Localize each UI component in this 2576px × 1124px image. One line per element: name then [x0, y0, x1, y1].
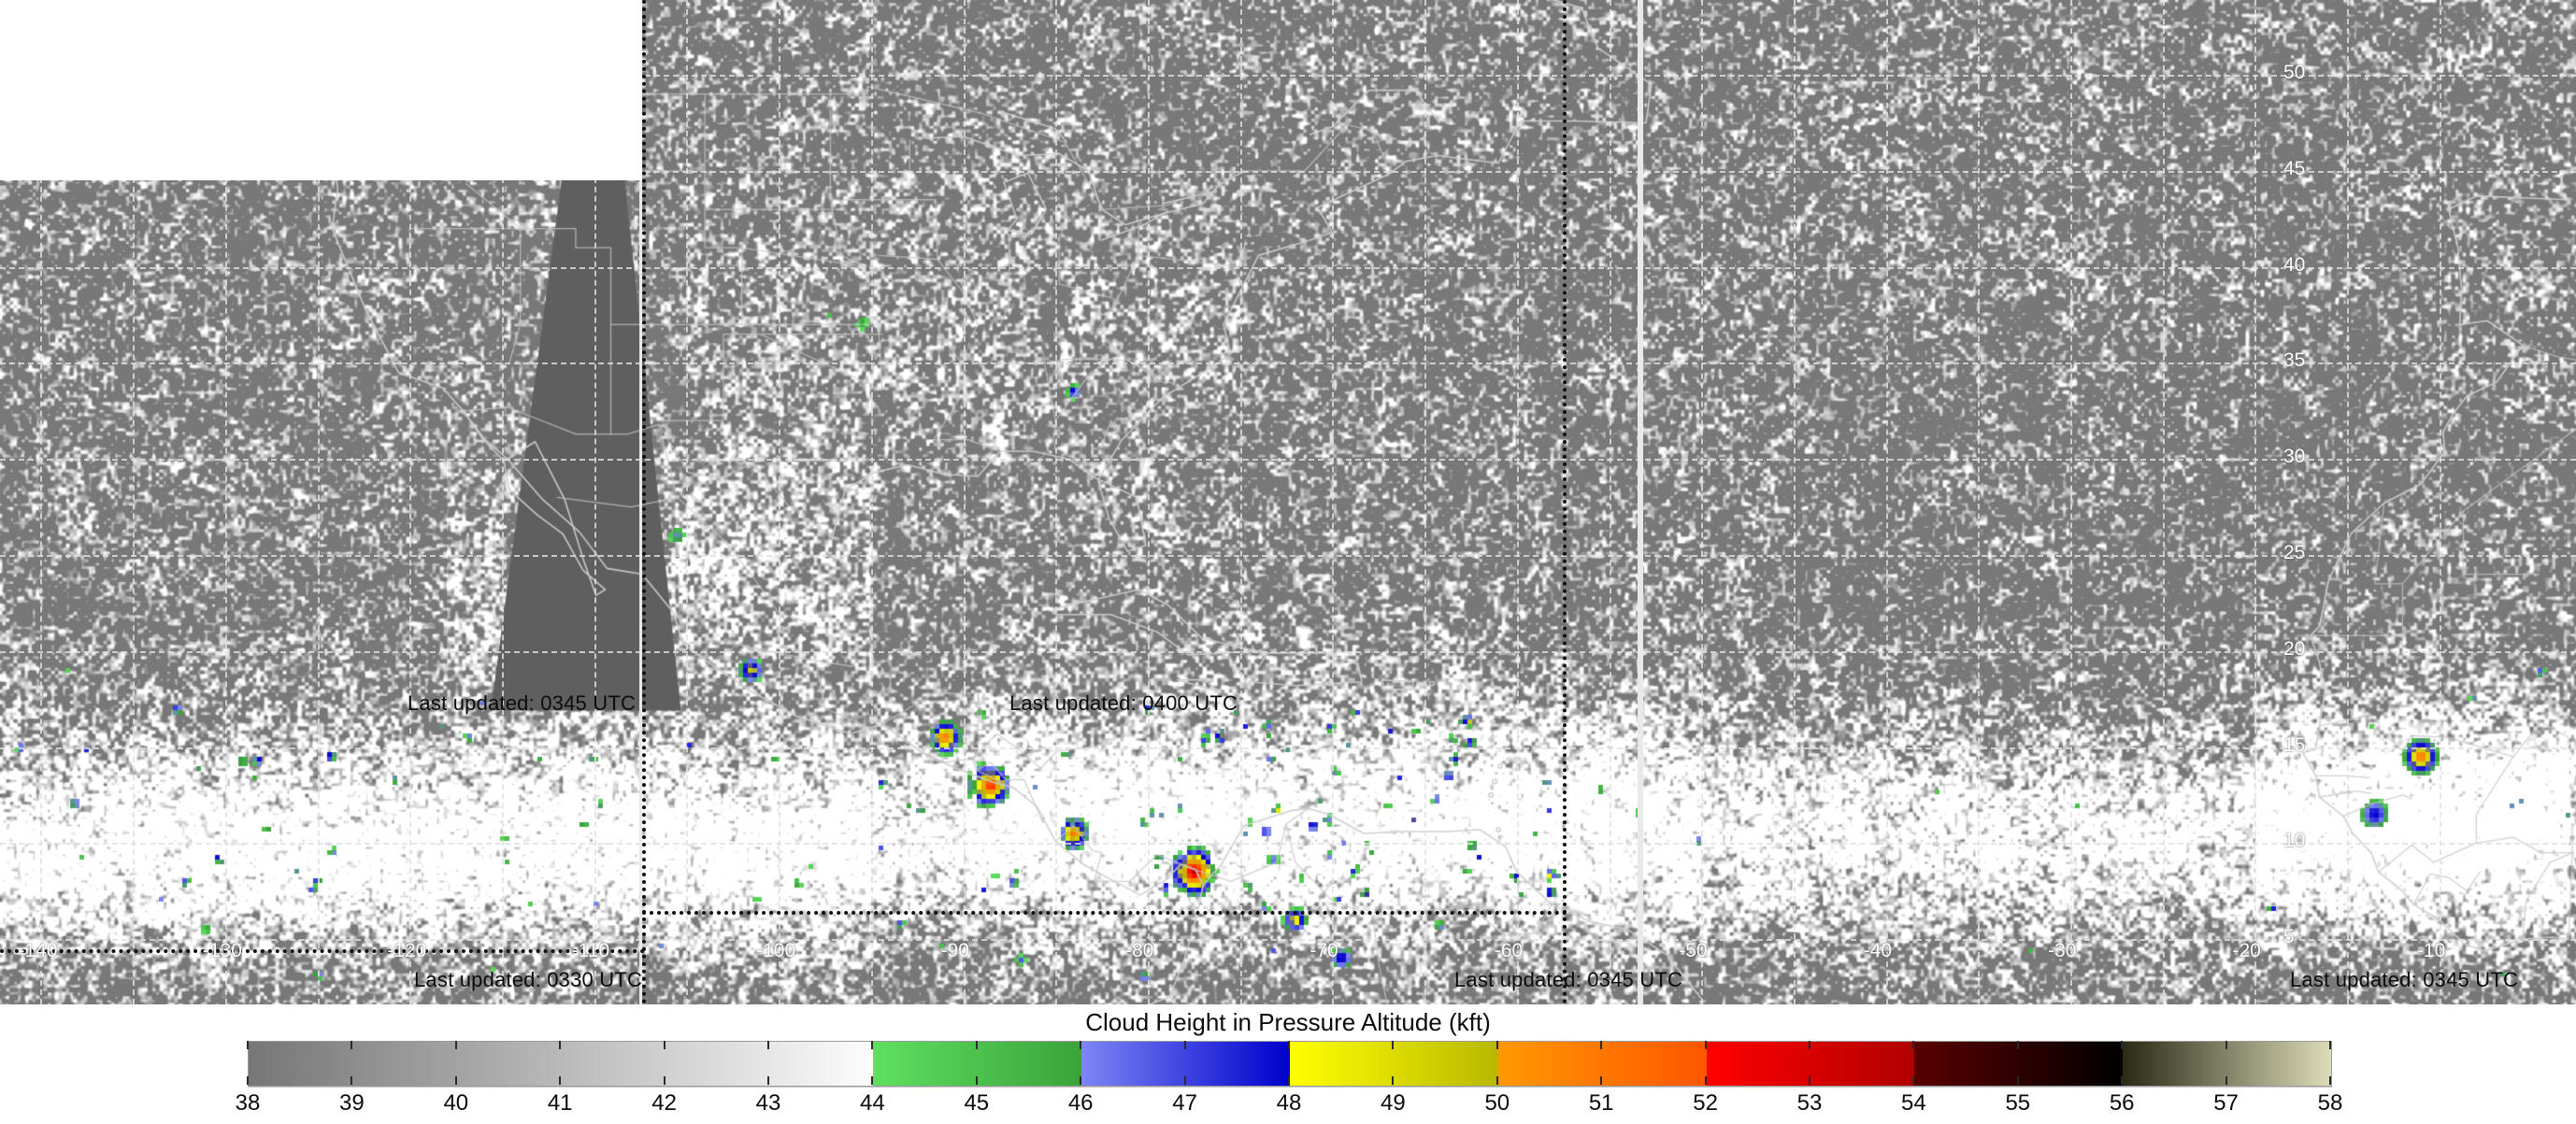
colorbar-label-43: 43 — [755, 1090, 781, 1116]
colorbar-label-55: 55 — [2005, 1090, 2031, 1116]
lat-tick-25: 25 — [2283, 542, 2306, 564]
colorbar-label-56: 56 — [2109, 1090, 2135, 1116]
lon-tick--110: -110 — [571, 940, 610, 961]
colorbar-label-41: 41 — [547, 1090, 573, 1116]
colorbar-label-57: 57 — [2213, 1090, 2239, 1116]
colorbar-label-48: 48 — [1276, 1090, 1302, 1116]
colorbar-label-38: 38 — [235, 1090, 261, 1116]
colorbar-segment-darkred-black-ramp — [1914, 1042, 2124, 1086]
colorbar-label-53: 53 — [1796, 1090, 1823, 1116]
colorbar-label-42: 42 — [651, 1090, 677, 1116]
lon-tick--80: -80 — [1124, 940, 1154, 961]
colorbar-label-46: 46 — [1067, 1090, 1094, 1116]
panel-separator-west-bottom — [0, 949, 645, 953]
colorbar-label-50: 50 — [1484, 1090, 1510, 1116]
panel-edge-central-east — [1638, 0, 1640, 1004]
stamp-central-upper: Last updated: 0400 UTC — [1009, 691, 1238, 715]
lat-tick-45: 45 — [2283, 157, 2306, 179]
panel-edge-east — [1640, 0, 1643, 1004]
no-data-block — [0, 0, 642, 180]
lat-tick-35: 35 — [2283, 349, 2306, 372]
colorbar-segment-gray-ramp — [249, 1042, 874, 1086]
panel-separator-west-central — [642, 0, 646, 1004]
lat-tick-5: 5 — [2283, 926, 2295, 948]
lon-tick--130: -130 — [202, 940, 242, 961]
colorbar-label-52: 52 — [1693, 1090, 1718, 1116]
colorbar-label-44: 44 — [860, 1090, 885, 1116]
colorbar-gradient[interactable] — [248, 1041, 2332, 1087]
panel-separator-central-bottom — [642, 911, 1567, 915]
colorbar-label-45: 45 — [964, 1090, 990, 1116]
stamp-east: Last updated: 0345 UTC — [2290, 968, 2519, 991]
colorbar-segment-green-ramp — [873, 1042, 1082, 1086]
colorbar-label-51: 51 — [1588, 1090, 1614, 1116]
colorbar-title: Cloud Height in Pressure Altitude (kft) — [1085, 1008, 1491, 1036]
lat-tick-10: 10 — [2283, 830, 2306, 852]
panel-edge-west-central — [639, 0, 642, 1004]
lat-tick-30: 30 — [2283, 446, 2306, 468]
colorbar-label-40: 40 — [443, 1090, 469, 1116]
stamp-west-lower: Last updated: 0330 UTC — [414, 968, 643, 991]
colorbar-segment-orange-ramp — [1497, 1042, 1707, 1086]
lon-tick--70: -70 — [1309, 940, 1338, 961]
lat-tick-15: 15 — [2283, 733, 2306, 756]
colorbar-segment-olive-ramp — [2123, 1042, 2331, 1086]
colorbar-label-47: 47 — [1172, 1090, 1197, 1116]
colorbar-label-58: 58 — [2317, 1090, 2343, 1116]
colorbar-segment-yellow-ramp — [1290, 1042, 1498, 1086]
colorbar-label-49: 49 — [1381, 1090, 1406, 1116]
map-area[interactable]: -140 -130 -120 -110 -100 -90 -80 -70 -60 -50 -40 -3… — [0, 0, 2576, 1004]
lon-tick--90: -90 — [940, 940, 969, 961]
colorbar-segment-red-ramp — [1706, 1042, 1915, 1086]
lon-tick--100: -100 — [756, 940, 796, 961]
lon-tick--10: -10 — [2416, 940, 2446, 961]
stamp-central-lower: Last updated: 0345 UTC — [1454, 968, 1683, 991]
lon-tick--30: -30 — [2048, 940, 2077, 961]
stamp-west-upper: Last updated: 0345 UTC — [408, 691, 637, 715]
lon-tick--60: -60 — [1494, 940, 1524, 961]
colorbar-label-54: 54 — [1901, 1090, 1926, 1116]
colorbar-segment-blue-ramp — [1081, 1042, 1290, 1086]
lon-tick--40: -40 — [1863, 940, 1892, 961]
lon-tick--120: -120 — [387, 940, 427, 961]
lon-tick--50: -50 — [1679, 940, 1708, 961]
colorbar-panel: Cloud Height in Pressure Altitude (kft) … — [0, 1004, 2576, 1124]
lon-tick--140: -140 — [18, 940, 58, 961]
lat-tick-40: 40 — [2283, 253, 2306, 276]
panel-separator-central-east — [1563, 0, 1567, 1004]
lat-tick-20: 20 — [2283, 637, 2306, 660]
lat-tick-50: 50 — [2283, 62, 2306, 84]
colorbar-tick-labels: 38 39 40 41 42 43 44 45 46 47 48 49 50 51 52 53 54 55 56 57… — [236, 1090, 2343, 1120]
colorbar-label-39: 39 — [339, 1090, 365, 1116]
lon-tick--20: -20 — [2232, 940, 2261, 961]
